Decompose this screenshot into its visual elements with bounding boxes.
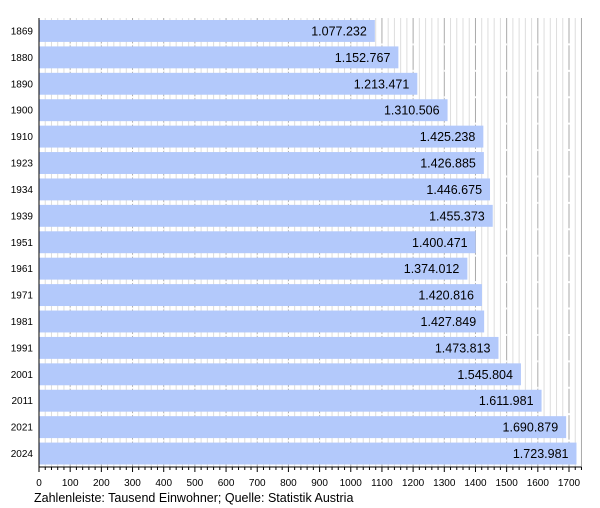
x-tick-label: 1000 bbox=[340, 478, 363, 489]
x-tick-label: 300 bbox=[124, 478, 141, 489]
chart-caption: Zahlenleiste: Tausend Einwohner; Quelle:… bbox=[34, 491, 354, 505]
bar bbox=[39, 204, 493, 227]
bar bbox=[39, 46, 399, 69]
category-label: 2024 bbox=[11, 449, 34, 460]
bar-value-label: 1.723.981 bbox=[513, 447, 569, 461]
x-tick-label: 700 bbox=[249, 478, 266, 489]
bar bbox=[39, 125, 484, 148]
category-label: 1971 bbox=[11, 291, 34, 302]
x-tick-label: 0 bbox=[36, 478, 42, 489]
x-tick-label: 1100 bbox=[371, 478, 393, 489]
bar-value-label: 1.473.813 bbox=[435, 341, 491, 355]
bar-value-label: 1.427.849 bbox=[421, 315, 477, 329]
bar-value-label: 1.611.981 bbox=[479, 394, 534, 408]
bar-value-label: 1.310.506 bbox=[384, 104, 440, 118]
category-label: 1951 bbox=[11, 238, 34, 249]
bar-value-label: 1.400.471 bbox=[412, 236, 468, 250]
category-label: 2011 bbox=[11, 396, 33, 407]
category-label: 2021 bbox=[11, 423, 34, 434]
bar-value-label: 1.152.767 bbox=[335, 51, 391, 65]
x-tick-label: 1700 bbox=[558, 478, 581, 489]
category-label: 1991 bbox=[11, 343, 34, 354]
bar bbox=[39, 152, 484, 174]
bar bbox=[39, 336, 499, 359]
bar bbox=[39, 310, 485, 333]
bar bbox=[39, 99, 448, 122]
x-tick-label: 600 bbox=[218, 478, 235, 489]
bar-value-label: 1.374.012 bbox=[404, 262, 460, 276]
category-label: 1923 bbox=[11, 159, 34, 170]
x-tick-label: 400 bbox=[155, 478, 172, 489]
category-label: 1961 bbox=[11, 264, 34, 275]
bar bbox=[39, 178, 491, 201]
bar bbox=[39, 231, 476, 254]
category-label: 1934 bbox=[11, 185, 34, 196]
bar-value-label: 1.545.804 bbox=[457, 368, 513, 382]
bar bbox=[39, 72, 418, 95]
x-tick-label: 1600 bbox=[527, 478, 550, 489]
category-label: 1939 bbox=[11, 211, 34, 222]
bar-value-label: 1.690.879 bbox=[503, 421, 559, 435]
bar-value-label: 1.420.816 bbox=[418, 289, 474, 303]
x-tick-label: 200 bbox=[93, 478, 110, 489]
bar bbox=[39, 442, 577, 465]
bar bbox=[39, 363, 521, 386]
x-tick-label: 100 bbox=[62, 478, 79, 489]
category-label: 1890 bbox=[11, 79, 34, 90]
bar bbox=[39, 389, 542, 412]
bar-value-label: 1.077.232 bbox=[311, 24, 367, 38]
x-tick-label: 500 bbox=[187, 478, 204, 489]
category-label: 2001 bbox=[11, 370, 34, 381]
bar-value-label: 1.455.373 bbox=[429, 209, 485, 223]
x-tick-label: 900 bbox=[311, 478, 328, 489]
category-label: 1910 bbox=[11, 132, 34, 143]
bar bbox=[39, 257, 468, 280]
bar bbox=[39, 284, 482, 307]
bar bbox=[39, 416, 567, 439]
bar-value-label: 1.426.885 bbox=[420, 157, 476, 171]
bar bbox=[39, 20, 375, 42]
x-tick-label: 1400 bbox=[464, 478, 487, 489]
x-tick-label: 800 bbox=[280, 478, 297, 489]
bar-value-label: 1.446.675 bbox=[426, 183, 482, 197]
category-label: 1981 bbox=[11, 317, 34, 328]
bar-value-label: 1.213.471 bbox=[354, 77, 410, 91]
category-label: 1880 bbox=[11, 53, 34, 64]
category-label: 1900 bbox=[11, 106, 34, 117]
bar-value-label: 1.425.238 bbox=[420, 130, 476, 144]
x-tick-label: 1500 bbox=[496, 478, 519, 489]
x-tick-label: 1200 bbox=[402, 478, 425, 489]
x-tick-label: 1300 bbox=[433, 478, 456, 489]
category-label: 1869 bbox=[11, 26, 34, 37]
